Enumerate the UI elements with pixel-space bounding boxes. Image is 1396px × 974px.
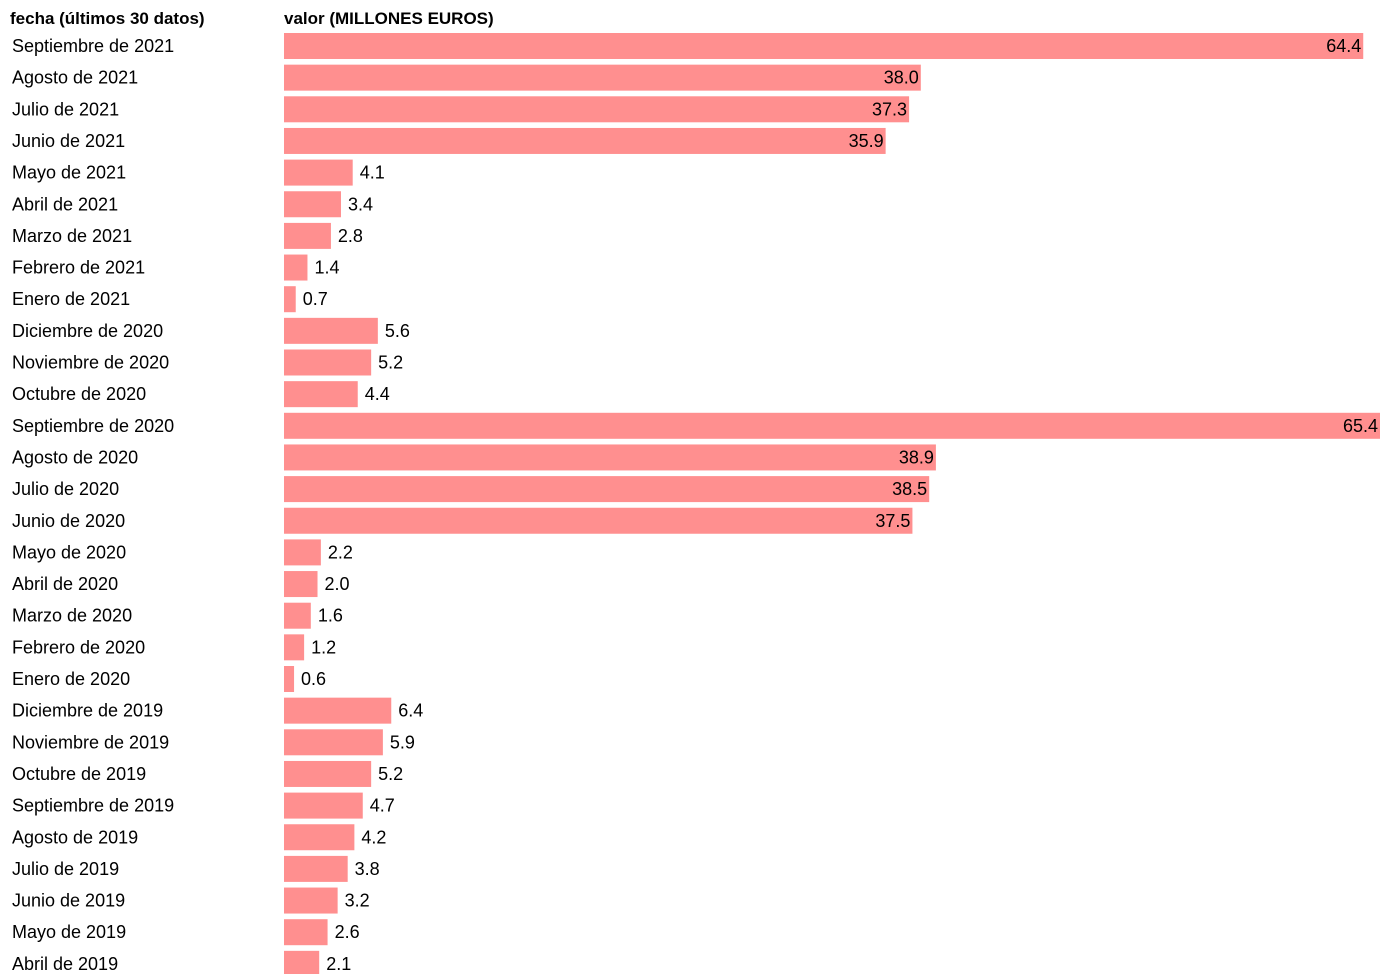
value-label: 3.8	[355, 859, 380, 879]
bar	[284, 919, 328, 946]
bar	[284, 666, 295, 692]
category-label: Abril de 2021	[12, 194, 118, 214]
bar	[284, 729, 383, 756]
category-label: Junio de 2021	[12, 131, 125, 151]
bar	[284, 191, 341, 218]
bar	[284, 697, 392, 724]
category-label: Julio de 2019	[12, 859, 119, 879]
bar	[284, 824, 355, 851]
category-label: Junio de 2019	[12, 891, 125, 911]
value-label: 5.2	[378, 353, 403, 373]
category-label: Octubre de 2020	[12, 384, 146, 404]
value-label: 4.1	[360, 163, 385, 183]
value-label: 3.2	[345, 891, 370, 911]
category-label: Octubre de 2019	[12, 764, 146, 784]
value-column-header: valor (MILLONES EUROS)	[284, 9, 494, 28]
bar	[284, 887, 338, 914]
value-label: 65.4	[1343, 416, 1378, 436]
value-label: 38.9	[899, 447, 934, 467]
value-label: 0.7	[303, 289, 328, 309]
category-label: Mayo de 2019	[12, 922, 126, 942]
bar	[284, 317, 378, 344]
bar	[284, 444, 936, 471]
bar	[284, 507, 913, 534]
category-label: Agosto de 2020	[12, 447, 138, 467]
value-label: 2.6	[335, 922, 360, 942]
bar	[284, 33, 1364, 59]
value-label: 1.2	[311, 637, 336, 657]
bar	[284, 760, 372, 787]
bar	[284, 950, 320, 974]
bar	[284, 381, 358, 408]
value-label: 5.9	[390, 732, 415, 752]
value-label: 37.5	[875, 511, 910, 531]
category-label: Febrero de 2021	[12, 258, 145, 278]
value-label: 4.2	[361, 827, 386, 847]
bar	[284, 222, 331, 249]
category-label: Septiembre de 2021	[12, 36, 174, 56]
category-label: Enero de 2020	[12, 669, 130, 689]
category-label: Marzo de 2021	[12, 226, 132, 246]
category-label: Noviembre de 2020	[12, 353, 169, 373]
value-label: 3.4	[348, 194, 373, 214]
bar	[284, 254, 308, 281]
category-label: Mayo de 2021	[12, 163, 126, 183]
value-label: 4.7	[370, 796, 395, 816]
category-label: Abril de 2020	[12, 574, 118, 594]
category-label: Julio de 2021	[12, 99, 119, 119]
category-label: Enero de 2021	[12, 289, 130, 309]
category-label: Septiembre de 2020	[12, 416, 174, 436]
value-label: 38.5	[892, 479, 927, 499]
value-label: 4.4	[365, 384, 390, 404]
category-label: Agosto de 2019	[12, 827, 138, 847]
bar	[284, 634, 305, 661]
bar	[284, 602, 311, 629]
bar	[284, 855, 348, 882]
category-label: Julio de 2020	[12, 479, 119, 499]
value-label: 2.1	[326, 954, 351, 974]
category-column-header: fecha (últimos 30 datos)	[10, 9, 205, 28]
category-label: Agosto de 2021	[12, 68, 138, 88]
category-label: Marzo de 2020	[12, 606, 132, 626]
value-label: 6.4	[398, 701, 423, 721]
category-label: Febrero de 2020	[12, 637, 145, 657]
bar	[284, 571, 318, 598]
bar	[284, 64, 921, 91]
value-label: 37.3	[872, 99, 907, 119]
bar	[284, 286, 296, 313]
value-label: 1.6	[318, 606, 343, 626]
bar	[284, 96, 910, 123]
value-label: 35.9	[849, 131, 884, 151]
bar	[284, 412, 1380, 439]
value-label: 2.8	[338, 226, 363, 246]
bar	[284, 159, 353, 186]
bar	[284, 349, 372, 376]
bar	[284, 539, 321, 566]
category-label: Junio de 2020	[12, 511, 125, 531]
value-label: 1.4	[314, 258, 339, 278]
category-label: Abril de 2019	[12, 954, 118, 974]
bar	[284, 127, 886, 154]
value-label: 2.2	[328, 542, 353, 562]
bar	[284, 476, 930, 503]
value-label: 64.4	[1326, 36, 1361, 56]
bar	[284, 792, 363, 819]
value-label: 38.0	[884, 68, 919, 88]
value-label: 2.0	[325, 574, 350, 594]
category-label: Mayo de 2020	[12, 542, 126, 562]
category-label: Diciembre de 2019	[12, 701, 163, 721]
value-label: 0.6	[301, 669, 326, 689]
value-label: 5.2	[378, 764, 403, 784]
category-label: Diciembre de 2020	[12, 321, 163, 341]
category-label: Noviembre de 2019	[12, 732, 169, 752]
value-label: 5.6	[385, 321, 410, 341]
category-label: Septiembre de 2019	[12, 796, 174, 816]
